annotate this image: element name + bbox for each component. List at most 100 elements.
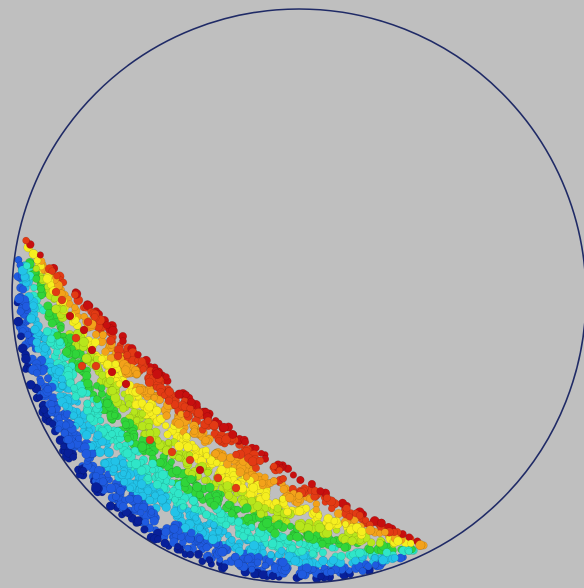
particle bbox=[66, 300, 74, 308]
particle bbox=[258, 479, 267, 487]
particle bbox=[61, 347, 72, 357]
particle bbox=[161, 421, 170, 430]
particle bbox=[227, 509, 236, 518]
particle bbox=[162, 411, 171, 420]
particle bbox=[292, 531, 303, 542]
particle bbox=[139, 365, 147, 373]
particle bbox=[120, 477, 129, 487]
particle bbox=[81, 430, 92, 441]
particle bbox=[296, 475, 305, 485]
particle bbox=[60, 442, 68, 450]
particle bbox=[32, 274, 41, 283]
particle bbox=[77, 361, 87, 371]
particle bbox=[79, 466, 88, 475]
granular-particle-bed bbox=[13, 236, 428, 584]
particle bbox=[203, 452, 210, 460]
particle bbox=[140, 525, 149, 534]
particle bbox=[87, 345, 97, 355]
particle bbox=[241, 438, 250, 446]
particle bbox=[125, 400, 133, 408]
particle bbox=[364, 562, 373, 571]
particle bbox=[378, 555, 388, 565]
particle bbox=[161, 527, 171, 537]
particle bbox=[104, 447, 114, 458]
particle bbox=[107, 367, 117, 377]
particle bbox=[93, 430, 103, 440]
particle bbox=[174, 441, 184, 452]
particle bbox=[273, 504, 282, 513]
particle bbox=[279, 533, 288, 541]
particle bbox=[97, 417, 105, 425]
particle bbox=[48, 267, 56, 275]
particle bbox=[26, 313, 37, 324]
particle bbox=[79, 325, 89, 335]
particle bbox=[219, 422, 229, 433]
particle bbox=[75, 435, 83, 442]
particle bbox=[46, 334, 56, 344]
particle bbox=[270, 528, 280, 538]
particle bbox=[171, 496, 179, 504]
particle bbox=[279, 495, 287, 503]
particle bbox=[136, 479, 147, 489]
particle bbox=[220, 563, 229, 571]
particle bbox=[228, 536, 236, 544]
particle bbox=[112, 492, 120, 501]
particle bbox=[30, 283, 38, 292]
particle bbox=[91, 330, 100, 339]
particle bbox=[91, 361, 101, 371]
particle bbox=[108, 326, 118, 336]
particle bbox=[330, 517, 339, 525]
particle bbox=[132, 369, 141, 378]
particle bbox=[318, 548, 328, 557]
particle bbox=[119, 459, 128, 468]
particle bbox=[390, 553, 399, 562]
particle bbox=[283, 507, 292, 517]
particle bbox=[243, 473, 251, 481]
particle bbox=[248, 565, 256, 573]
particle bbox=[101, 459, 110, 468]
particle bbox=[405, 547, 413, 556]
particle bbox=[328, 544, 336, 552]
particle bbox=[136, 465, 147, 476]
particle bbox=[28, 249, 39, 259]
particle bbox=[157, 494, 167, 505]
particle bbox=[32, 337, 42, 347]
particle bbox=[48, 419, 57, 428]
particle bbox=[215, 436, 223, 445]
particle bbox=[41, 344, 50, 353]
particle bbox=[315, 512, 323, 520]
particle bbox=[358, 567, 367, 576]
particle bbox=[119, 469, 127, 477]
particle bbox=[182, 390, 190, 399]
particle bbox=[209, 521, 218, 529]
particle bbox=[340, 543, 350, 552]
particle bbox=[261, 492, 271, 501]
particle bbox=[285, 493, 295, 503]
particle bbox=[51, 304, 61, 314]
particle bbox=[143, 486, 153, 496]
particle bbox=[110, 411, 119, 419]
particle bbox=[317, 572, 325, 581]
particle bbox=[145, 435, 155, 445]
particle bbox=[243, 554, 253, 564]
particle bbox=[180, 523, 191, 533]
particle bbox=[190, 504, 199, 513]
particle bbox=[42, 274, 52, 284]
particle bbox=[336, 551, 346, 561]
particle bbox=[355, 548, 365, 558]
particle bbox=[58, 381, 67, 390]
particle bbox=[318, 539, 327, 548]
particle bbox=[123, 351, 132, 360]
particle bbox=[209, 420, 219, 430]
particle bbox=[144, 474, 153, 482]
particle bbox=[107, 386, 117, 396]
particle bbox=[201, 436, 210, 445]
particle bbox=[130, 458, 142, 469]
particle bbox=[312, 505, 320, 514]
particle bbox=[62, 402, 70, 410]
particle bbox=[83, 317, 93, 327]
particle bbox=[71, 392, 81, 401]
particle bbox=[57, 325, 65, 333]
particle bbox=[132, 494, 143, 505]
particle bbox=[44, 374, 52, 383]
